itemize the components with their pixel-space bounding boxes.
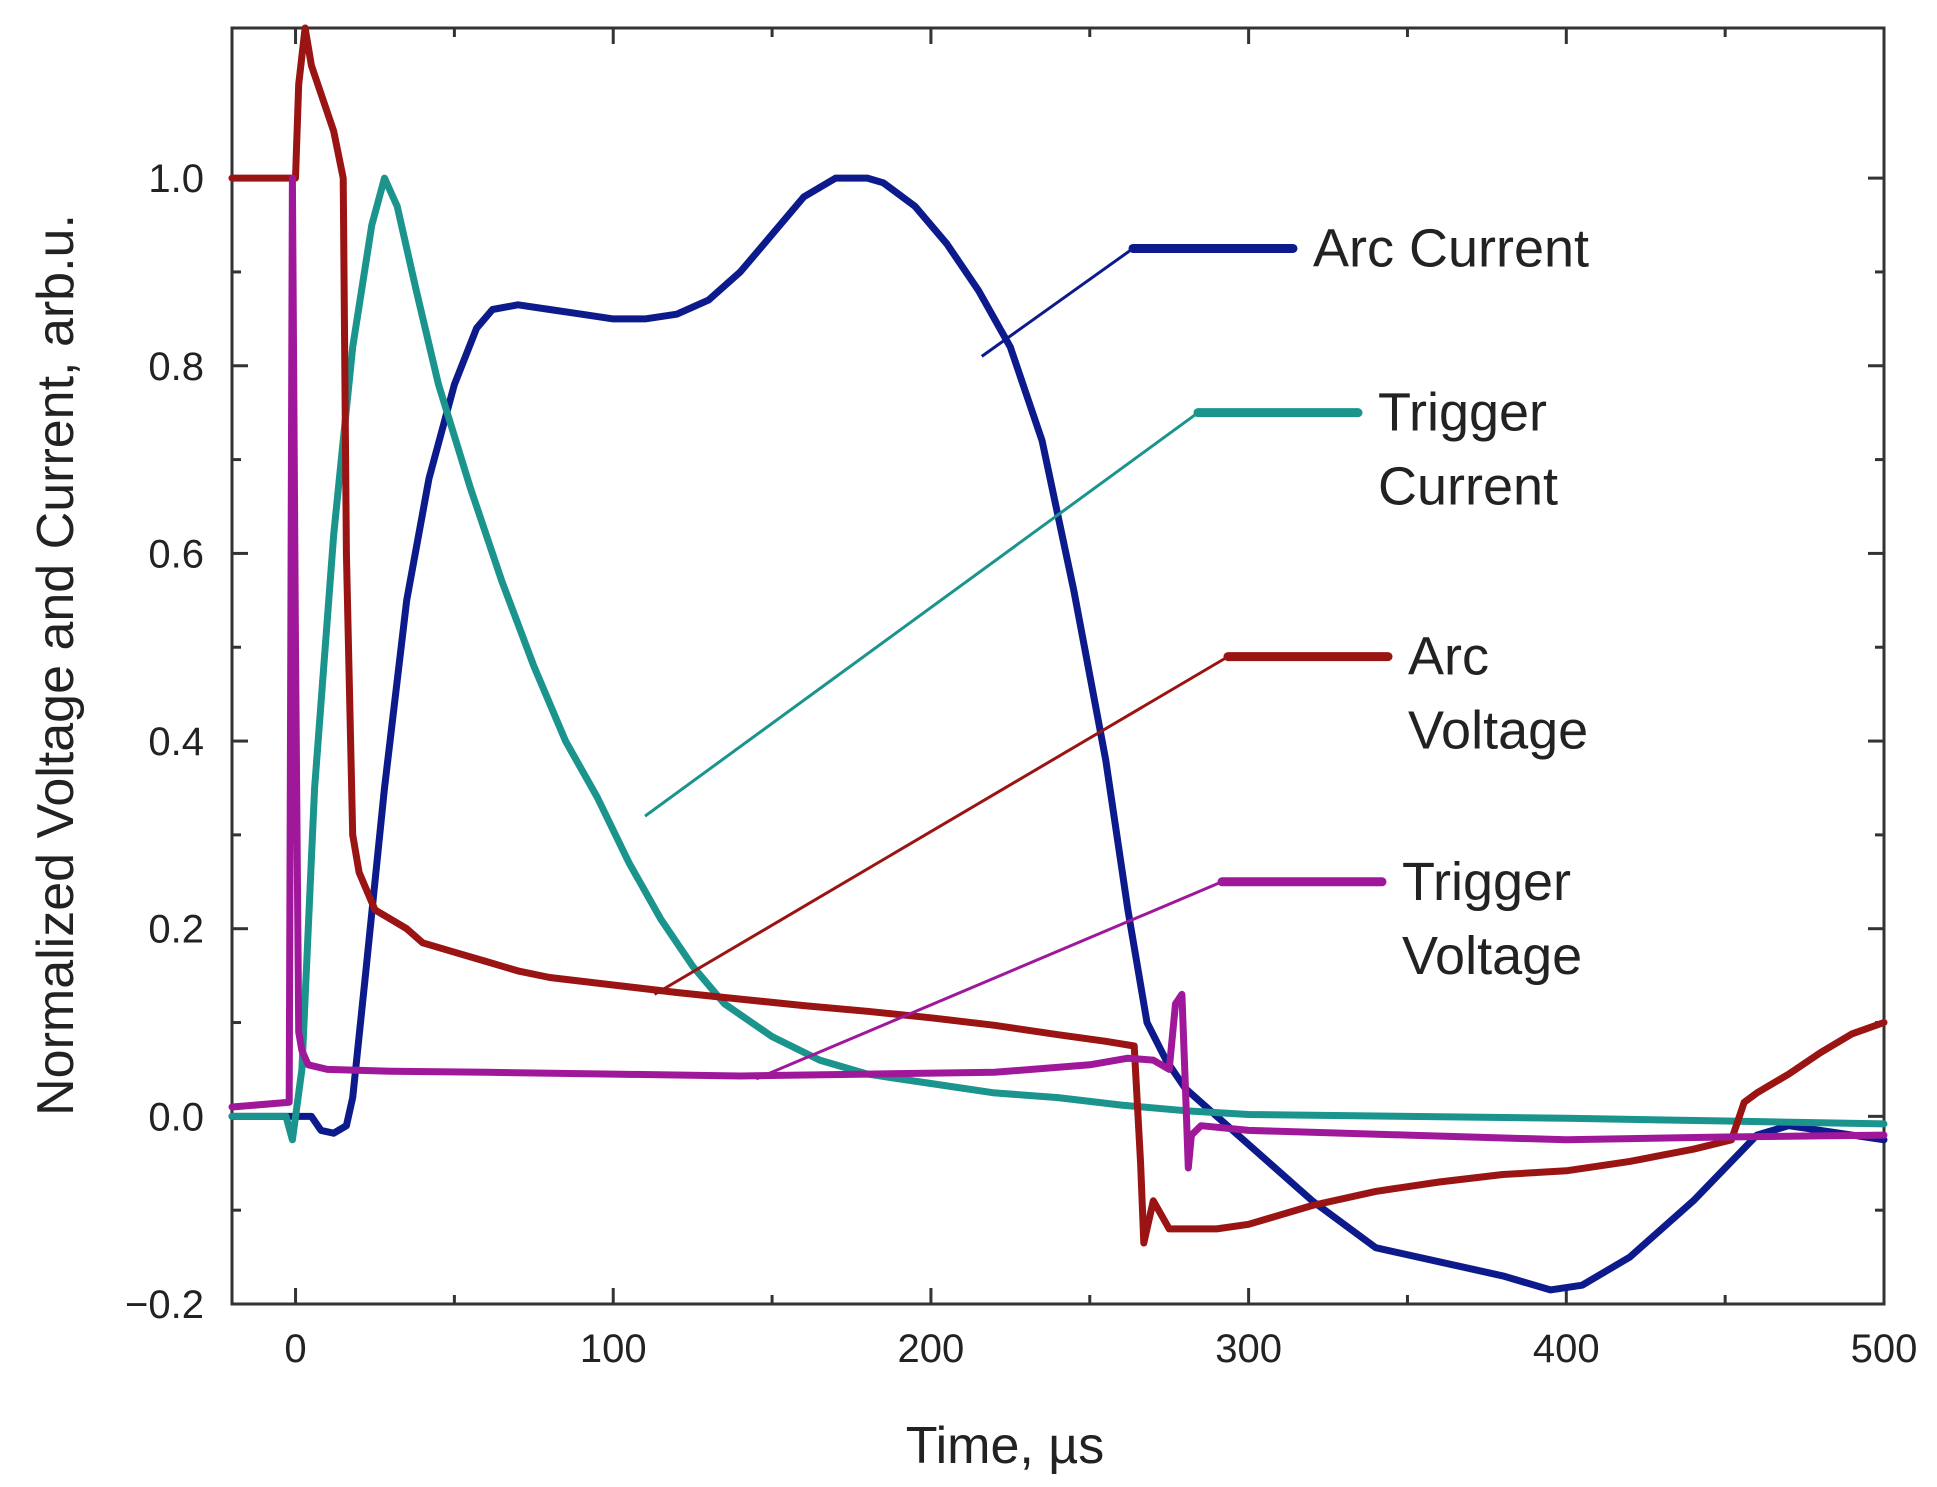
legend-label-arc-voltage: Voltage <box>1408 701 1588 761</box>
legend-leader-trigger-voltage <box>755 880 1223 1081</box>
y-tick-label: 0.8 <box>148 345 204 389</box>
y-tick-label: 0.6 <box>148 532 204 576</box>
series-line-trigger-voltage <box>228 174 1888 1172</box>
series-line-arc-current <box>228 174 1888 1294</box>
x-tick-label: 100 <box>580 1327 647 1371</box>
legend-label-trigger-voltage: Voltage <box>1402 926 1582 986</box>
legend-leader-arc-voltage <box>653 655 1229 996</box>
x-tick-label: 300 <box>1215 1327 1282 1371</box>
y-axis-title: Normalized Voltage and Current, arb.u. <box>27 214 85 1116</box>
legend-label-trigger-voltage: Trigger <box>1402 852 1571 912</box>
legend-label-trigger-current: Trigger <box>1378 383 1547 443</box>
legend-label-trigger-current: Current <box>1378 457 1558 517</box>
y-tick-label: 0.4 <box>148 720 204 764</box>
series-lines <box>228 24 1888 1294</box>
legend-label-arc-current: Arc Current <box>1313 218 1589 278</box>
y-tick-label: 1.0 <box>148 157 204 201</box>
y-tick-label: 0.0 <box>148 1095 204 1139</box>
plot-frame <box>230 26 1886 1306</box>
series-line-arc-voltage <box>228 24 1888 1247</box>
x-axis-title: Time, µs <box>906 1417 1104 1475</box>
y-tick-label: −0.2 <box>125 1283 204 1327</box>
legend-leader-trigger-current <box>644 411 1199 818</box>
x-tick-label: 0 <box>284 1327 306 1371</box>
legend-label-arc-voltage: Arc <box>1408 627 1489 687</box>
axis-ticks: 0 100 200 300 400 500 −0.2 0.0 0.2 0.4 0.6 0.8 1.0 <box>125 28 1917 1371</box>
x-tick-label: 500 <box>1851 1327 1918 1371</box>
legend: Arc Current Trigger Current Arc Voltage Trigg… <box>644 218 1589 1081</box>
x-tick-label: 200 <box>898 1327 965 1371</box>
y-tick-label: 0.2 <box>148 908 204 952</box>
legend-leader-arc-current <box>980 247 1134 358</box>
x-tick-label: 400 <box>1533 1327 1600 1371</box>
